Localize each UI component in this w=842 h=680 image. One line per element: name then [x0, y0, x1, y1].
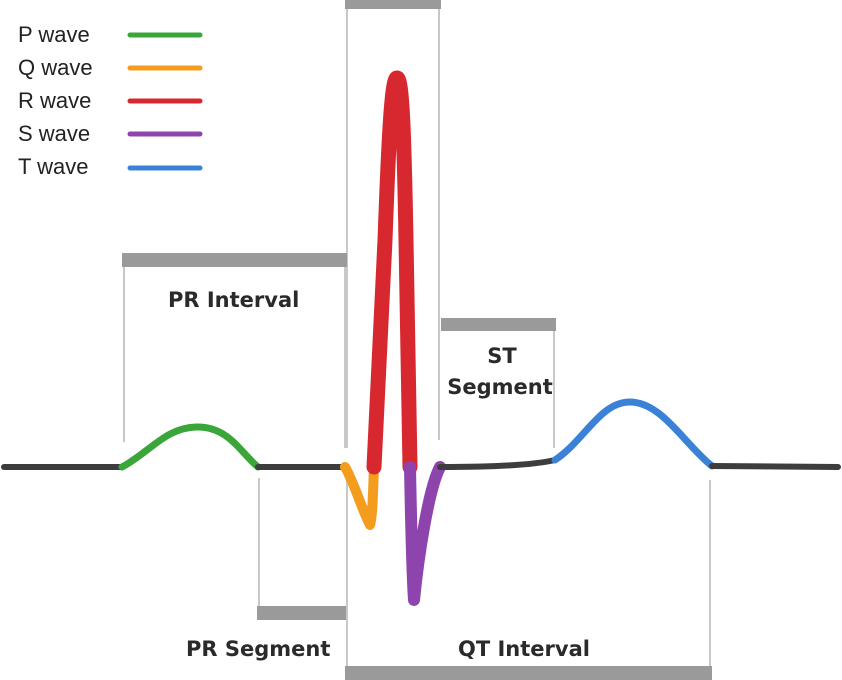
baseline-segment-st [437, 457, 558, 470]
pr-segment-bracket [257, 478, 347, 620]
t-wave [551, 398, 716, 470]
legend-label-s-wave: S wave [18, 121, 90, 146]
st-segment-bracket [441, 318, 556, 448]
qt-interval-label: QT Interval [458, 637, 590, 661]
legend-label-p-wave: P wave [18, 22, 90, 47]
legend-label-t-wave: T wave [18, 154, 89, 179]
baseline-segment-end [709, 463, 841, 470]
pr-interval-label: PR Interval [168, 288, 299, 312]
pr-interval-bracket [122, 253, 347, 448]
legend: P wave Q wave R wave S wave T wave [18, 22, 203, 179]
s-wave [404, 461, 446, 606]
st-segment-bar [441, 318, 556, 331]
qt-interval-bar [345, 666, 712, 680]
st-segment-label-line1: ST [487, 344, 517, 368]
q-wave [340, 462, 379, 530]
ecg-trace [1, 70, 841, 606]
pr-segment-bar [257, 606, 347, 620]
pr-interval-bar [122, 253, 347, 267]
st-segment-label-line2: Segment [447, 375, 553, 399]
legend-label-r-wave: R wave [18, 88, 91, 113]
qt-interval-bracket [345, 480, 712, 680]
qrs-box [345, 0, 441, 448]
r-wave [366, 70, 418, 475]
qrs-box-top-bar [345, 0, 441, 9]
pr-segment-label: PR Segment [186, 637, 330, 661]
legend-label-q-wave: Q wave [18, 55, 93, 80]
p-wave [118, 423, 262, 471]
